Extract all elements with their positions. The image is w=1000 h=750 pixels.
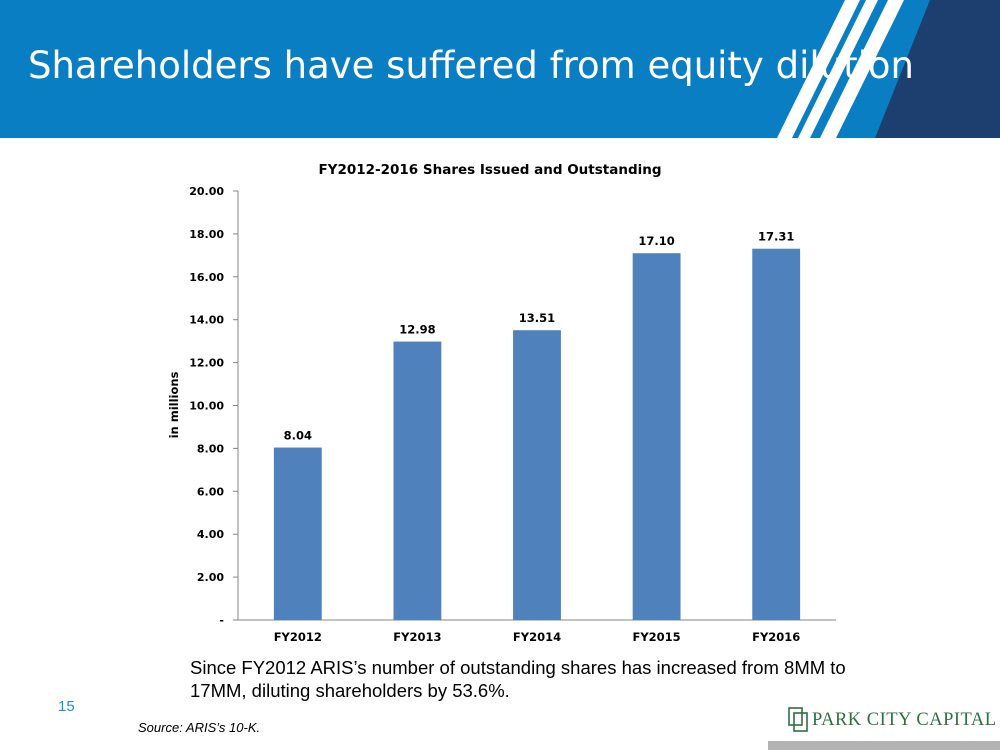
page-number: 15 [58,698,75,715]
y-axis-ticks: - 2.00 4.00 6.00 8.00 10.00 12.00 14.00 16.00 18.… [189,185,238,627]
bar-fy2015 [632,253,681,620]
y-tick-label: 16.00 [189,271,224,284]
bar-chart: FY2012-2016 Shares Issued and Outstandin… [167,162,836,644]
header-stripe-3 [820,0,904,138]
header-stripes [777,0,1000,138]
data-label-fy2015: 17.10 [638,234,674,248]
data-label-fy2014: 13.51 [519,311,555,325]
y-tick-label: 6.00 [197,485,224,498]
x-tick-label: FY2016 [752,630,800,644]
bar-fy2012 [273,447,322,620]
header-stripe-2 [798,0,878,138]
logo-text: PARK CITY CAPITAL [812,710,997,730]
source-note: Source: ARIS’s 10-K. [138,720,261,735]
bar-fy2014 [513,330,561,620]
y-axis-label: in millions [167,371,181,438]
bar-fy2016 [752,248,801,620]
caption-text: Since FY2012 ARIS’s number of outstandin… [190,657,846,701]
data-label-fy2016: 17.31 [758,230,794,244]
x-tick-label: FY2015 [632,630,680,644]
y-tick-label: 2.00 [197,571,224,584]
y-tick-label: 18.00 [189,228,224,241]
y-tick-label: 12.00 [189,357,224,370]
y-tick-label: 10.00 [189,400,224,413]
logo-mark-icon [788,707,808,732]
chart-title: FY2012-2016 Shares Issued and Outstandin… [318,162,661,178]
footer-bar [768,741,1000,750]
header-stripe-1 [777,0,860,138]
x-tick-label: FY2014 [513,630,561,644]
bar-fy2013 [393,341,442,620]
y-tick-label: 4.00 [197,528,224,541]
y-tick-label: - [219,614,224,627]
data-label-fy2013: 12.98 [399,323,435,337]
x-tick-label: FY2013 [393,630,441,644]
x-tick-label: FY2012 [274,630,322,644]
bar-series: 8.04 FY2012 12.98 FY2013 13.51 FY2014 17.10 FY2… [274,230,801,644]
data-label-fy2012: 8.04 [284,429,312,443]
header-banner: Shareholders have suffered from equity d… [0,0,1000,138]
y-tick-label: 14.00 [189,314,224,327]
header-dark-panel [875,0,1000,138]
y-tick-label: 20.00 [189,185,224,198]
y-tick-label: 8.00 [197,442,224,455]
slide-title: Shareholders have suffered from equity d… [28,44,914,87]
